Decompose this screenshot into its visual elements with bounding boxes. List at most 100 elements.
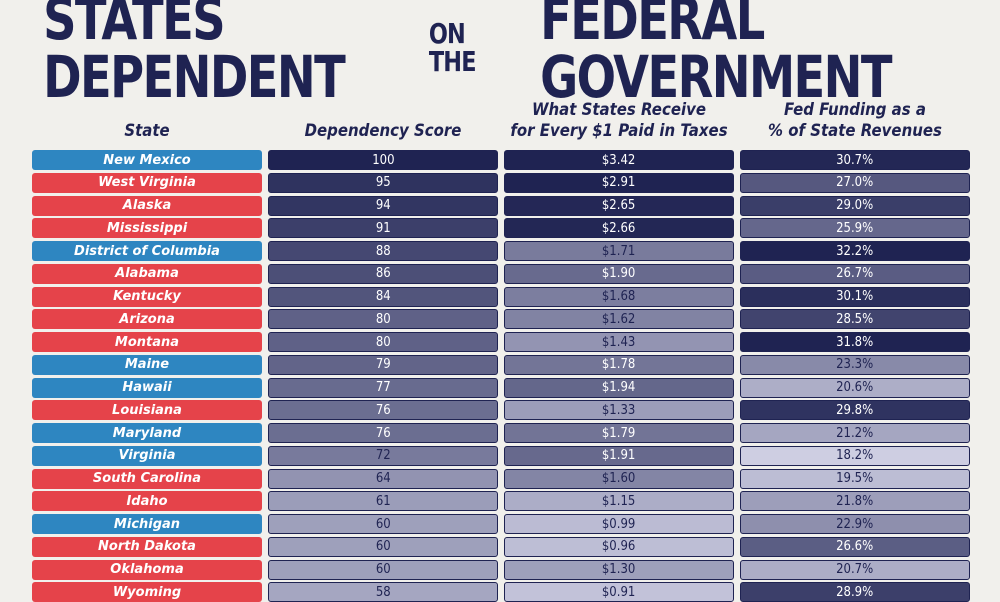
receive-per-dollar-cell-value: $1.79: [602, 425, 636, 441]
table-row: Oklahoma 60 $1.30 20.7%: [0, 559, 1000, 580]
state-name-cell: District of Columbia: [32, 241, 262, 261]
receive-per-dollar-cell: $0.96: [504, 536, 734, 557]
receive-per-dollar-cell: $0.91: [504, 582, 734, 602]
table-row: Maine 79 $1.78 23.3%: [0, 354, 1000, 375]
table-row: Maryland 76 $1.79 21.2%: [0, 423, 1000, 443]
table-row: Mississippi 91 $2.66 25.9%: [0, 218, 1000, 239]
receive-per-dollar-cell-value: $2.65: [602, 198, 636, 213]
dependency-score-cell: 88: [268, 241, 498, 261]
table-row: Virginia 72 $1.91 18.2%: [0, 445, 1000, 466]
fed-funding-pct-cell: 22.9%: [740, 514, 970, 534]
dependency-score-cell: 79: [268, 354, 498, 375]
title-part-2: ON THE: [428, 17, 477, 78]
dependency-score-cell: 72: [268, 445, 498, 466]
dependency-score-cell-value: 61: [375, 493, 391, 509]
dependency-score-cell-value: 79: [375, 357, 391, 373]
dependency-score-cell: 61: [268, 491, 498, 512]
state-name-cell: Wyoming: [32, 582, 262, 602]
state-name-cell: Hawaii: [32, 377, 262, 398]
fed-funding-pct-cell: 32.2%: [740, 241, 970, 261]
fed-funding-pct-cell: 21.2%: [740, 423, 970, 443]
fed-funding-pct-cell-value: 32.2%: [836, 243, 874, 259]
dependency-score-cell: 76: [268, 400, 498, 421]
receive-per-dollar-cell-value: $0.91: [602, 584, 636, 600]
column-header-state: State: [124, 121, 170, 141]
fed-funding-pct-cell: 27.0%: [740, 172, 970, 193]
fed-funding-pct-cell-value: 22.9%: [836, 516, 874, 532]
dependency-score-cell-value: 64: [375, 471, 391, 486]
dependency-score-cell-value: 77: [375, 380, 391, 395]
fed-funding-pct-cell-value: 20.6%: [836, 380, 874, 395]
fed-funding-pct-cell-value: 29.0%: [836, 198, 874, 213]
dependency-score-cell-value: 72: [375, 448, 391, 464]
state-name-cell: Alaska: [32, 195, 262, 216]
receive-per-dollar-cell-value: $1.78: [602, 357, 636, 373]
fed-funding-pct-cell: 29.8%: [740, 400, 970, 421]
table-row: Michigan 60 $0.99 22.9%: [0, 514, 1000, 534]
dependency-score-cell-value: 60: [375, 562, 391, 577]
dependency-score-cell: 80: [268, 309, 498, 330]
table-row: Kentucky 84 $1.68 30.1%: [0, 286, 1000, 307]
receive-per-dollar-cell: $1.60: [504, 468, 734, 489]
dependency-score-cell-value: 86: [375, 266, 391, 282]
dependency-score-cell: 58: [268, 582, 498, 602]
dependency-score-cell: 95: [268, 172, 498, 193]
state-name-cell: Idaho: [32, 491, 262, 512]
dependency-score-cell: 76: [268, 423, 498, 443]
dependency-score-cell-value: 60: [375, 539, 391, 555]
receive-per-dollar-cell-value: $0.96: [602, 539, 636, 555]
fed-funding-pct-cell-value: 20.7%: [836, 562, 874, 577]
state-name-cell: South Carolina: [32, 468, 262, 489]
receive-per-dollar-cell-value: $1.43: [602, 334, 636, 350]
receive-per-dollar-cell: $1.62: [504, 309, 734, 330]
receive-per-dollar-cell-value: $2.91: [602, 175, 636, 191]
fed-funding-pct-cell-value: 21.2%: [836, 425, 874, 441]
receive-per-dollar-cell: $2.65: [504, 195, 734, 216]
dependency-score-cell-value: 80: [375, 311, 391, 327]
table-header: State Dependency Score What States Recei…: [0, 98, 1000, 146]
table-row: Idaho 61 $1.15 21.8%: [0, 491, 1000, 512]
state-name-cell: Maryland: [32, 423, 262, 443]
fed-funding-pct-cell: 21.8%: [740, 491, 970, 512]
state-name-cell: Maine: [32, 354, 262, 375]
dependency-score-cell-value: 76: [375, 425, 391, 441]
column-header-receive-per-dollar: What States Receive for Every $1 Paid in …: [510, 100, 728, 141]
dependency-score-cell-value: 60: [375, 516, 391, 532]
table-row: Wyoming 58 $0.91 28.9%: [0, 582, 1000, 602]
fed-funding-pct-cell: 26.6%: [740, 536, 970, 557]
dependency-score-cell: 60: [268, 536, 498, 557]
fed-funding-pct-cell: 23.3%: [740, 354, 970, 375]
table-row: South Carolina 64 $1.60 19.5%: [0, 468, 1000, 489]
state-name-cell: West Virginia: [32, 172, 262, 193]
dependency-score-cell-value: 80: [375, 334, 391, 350]
fed-funding-pct-cell-value: 28.5%: [836, 311, 874, 327]
fed-funding-pct-cell: 30.7%: [740, 150, 970, 170]
receive-per-dollar-cell-value: $1.94: [602, 380, 636, 395]
fed-funding-pct-cell-value: 23.3%: [836, 357, 874, 373]
fed-funding-pct-cell-value: 26.7%: [836, 266, 874, 282]
dependency-score-cell: 77: [268, 377, 498, 398]
state-name-cell: Louisiana: [32, 400, 262, 421]
receive-per-dollar-cell-value: $1.68: [602, 289, 636, 304]
receive-per-dollar-cell: $1.78: [504, 354, 734, 375]
table-row: Arizona 80 $1.62 28.5%: [0, 309, 1000, 330]
receive-per-dollar-cell-value: $1.62: [602, 311, 636, 327]
table-row: North Dakota 60 $0.96 26.6%: [0, 536, 1000, 557]
receive-per-dollar-cell: $2.91: [504, 172, 734, 193]
table-row: New Mexico 100 $3.42 30.7%: [0, 150, 1000, 170]
dependency-score-cell-value: 84: [375, 289, 391, 304]
fed-funding-pct-cell-value: 18.2%: [836, 448, 874, 464]
receive-per-dollar-cell: $1.30: [504, 559, 734, 580]
fed-funding-pct-cell: 20.7%: [740, 559, 970, 580]
receive-per-dollar-cell: $1.94: [504, 377, 734, 398]
dependency-score-cell-value: 76: [375, 402, 391, 418]
receive-per-dollar-cell: $1.15: [504, 491, 734, 512]
fed-funding-pct-cell-value: 27.0%: [836, 175, 874, 191]
receive-per-dollar-cell: $1.71: [504, 241, 734, 261]
receive-per-dollar-cell-value: $1.91: [602, 448, 636, 464]
dependency-score-cell: 91: [268, 218, 498, 239]
fed-funding-pct-cell: 20.6%: [740, 377, 970, 398]
fed-funding-pct-cell: 29.0%: [740, 195, 970, 216]
dependency-score-cell: 64: [268, 468, 498, 489]
fed-funding-pct-cell-value: 26.6%: [836, 539, 874, 555]
